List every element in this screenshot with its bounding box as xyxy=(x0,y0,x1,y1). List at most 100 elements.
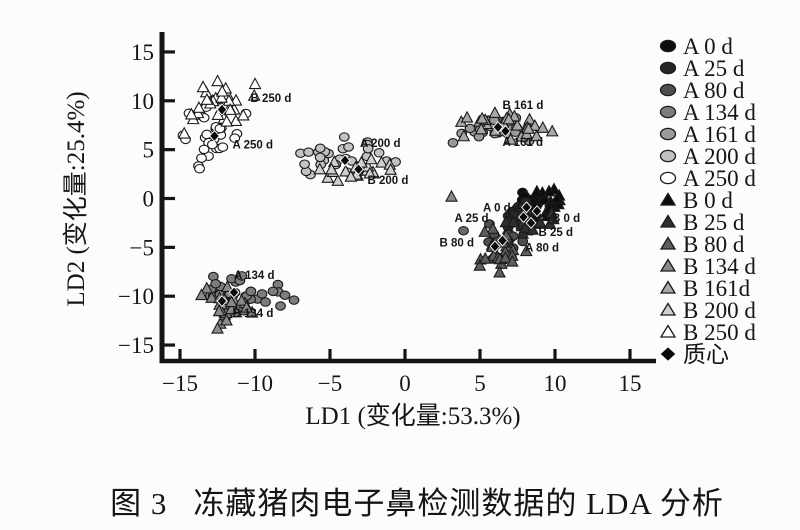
legend-marker-circle xyxy=(659,149,677,163)
scatter-point-circle xyxy=(314,143,326,154)
centroid-diamond xyxy=(209,129,220,143)
scatter-point-circle xyxy=(343,142,354,152)
legend-label: B 134 d xyxy=(683,254,756,279)
scatter-point-triangle xyxy=(248,77,262,90)
scatter-point-circle xyxy=(201,129,213,140)
scatter-point-triangle xyxy=(475,111,489,124)
centroid-diamond xyxy=(353,163,364,176)
scatter-point-triangle xyxy=(225,295,238,308)
legend-label: B 0 d xyxy=(683,188,733,213)
scatter-point-triangle xyxy=(384,162,398,175)
y-tick-label: −10 xyxy=(118,284,154,309)
centroid-diamond xyxy=(521,201,532,214)
scatter-point-triangle xyxy=(505,254,519,267)
scatter-point-triangle xyxy=(211,321,224,334)
scatter-point-triangle xyxy=(235,293,248,306)
legend-marker-diamond xyxy=(660,347,676,361)
legend-marker-triangle xyxy=(659,214,677,228)
cluster-label: A 25 d xyxy=(455,213,489,225)
scatter-point-triangle xyxy=(177,126,191,139)
scatter-point-triangle xyxy=(478,224,492,237)
centroid-diamond xyxy=(497,234,508,247)
scatter-point-circle xyxy=(338,132,350,142)
scatter-point-triangle xyxy=(460,110,474,123)
scatter-point-triangle xyxy=(195,288,208,301)
scatter-point-triangle xyxy=(205,290,218,303)
cluster-label: A 134 d xyxy=(234,270,274,282)
scatter-point-triangle xyxy=(474,122,488,135)
scatter-point-triangle xyxy=(507,215,520,228)
legend-label: A 0 d xyxy=(683,34,733,59)
scatter-point-triangle xyxy=(375,155,388,168)
legend-item: B 134 d xyxy=(659,254,756,279)
x-tick-label: 10 xyxy=(544,371,567,396)
scatter-point-triangle xyxy=(192,100,206,113)
scatter-point-triangle xyxy=(526,222,540,235)
legend-item: A 25 d xyxy=(659,56,745,81)
scatter-point-triangle xyxy=(473,258,487,271)
lda-scatter-chart: −15 −10 −5 0 5 10 15 −15 −10 −5 0 5 10 15 LD1 (变化量:53.… xyxy=(62,32,756,430)
scatter-point-circle xyxy=(210,279,221,289)
scatter-point-triangle xyxy=(499,251,512,263)
legend-label: A 134 d xyxy=(683,100,756,125)
scatter-point-circle xyxy=(196,153,207,163)
legend-item: A 80 d xyxy=(659,78,745,103)
scatter-point-circle xyxy=(256,289,268,299)
scatter-point-triangle xyxy=(184,107,198,120)
legend-label: A 200 d xyxy=(683,144,756,169)
scatter-point-circle xyxy=(194,163,205,174)
legend-marker-circle xyxy=(659,83,677,97)
legend-item: A 134 d xyxy=(659,100,756,125)
cluster-annotations: B 250 d A 250 d A 200 d B 200 d B 161 d A 161… xyxy=(233,93,581,320)
scatter-point-triangle xyxy=(516,226,530,239)
cluster-label: A 250 d xyxy=(233,139,273,151)
centroid-diamond xyxy=(518,210,529,224)
figure-caption-text: 冻藏猪肉电子鼻检测数据的 LDA 分析 xyxy=(193,486,724,521)
x-tick-label: 5 xyxy=(474,371,486,396)
centroid-diamond xyxy=(216,295,228,308)
legend-label: A 80 d xyxy=(683,78,745,103)
legend-label: A 161 d xyxy=(683,122,756,147)
scatter-point-triangle xyxy=(223,103,237,115)
scatter-point-triangle xyxy=(215,90,228,103)
scatter-point-triangle xyxy=(364,152,378,165)
centroid-diamond xyxy=(339,154,351,167)
scatter-point-circle xyxy=(217,142,229,152)
legend-item: B 25 d xyxy=(659,210,745,235)
scatter-point-circle xyxy=(314,152,326,163)
centroid-diamond xyxy=(500,125,511,138)
legend-item: A 0 d xyxy=(659,34,733,59)
x-tick-label: 15 xyxy=(619,371,642,396)
legend-marker-triangle xyxy=(659,192,677,206)
legend-marker-circle xyxy=(659,61,677,75)
centroid-diamond xyxy=(492,121,504,134)
legend-item: A 250 d xyxy=(659,166,756,191)
centroid-diamond xyxy=(489,240,501,253)
legend-item: 质心 xyxy=(660,342,729,367)
scatter-point-triangle xyxy=(499,215,513,228)
scatter-point-triangle xyxy=(331,173,345,186)
x-axis-title: LD1 (变化量:53.3%) xyxy=(305,402,520,430)
scatter-point-circle xyxy=(207,139,218,150)
legend-marker-circle xyxy=(659,127,677,141)
scatter-point-triangle xyxy=(533,215,547,228)
cluster-label: B 200 d xyxy=(368,175,409,187)
scatter-point-circle xyxy=(299,159,310,169)
legend-marker-circle xyxy=(659,39,677,53)
scatter-point-triangle xyxy=(325,162,338,175)
x-tick-label: −5 xyxy=(318,371,342,396)
scatter-point-triangle xyxy=(247,88,261,101)
scatter-point-triangle xyxy=(545,124,559,137)
x-tick-label: −10 xyxy=(237,371,273,396)
scatter-point-triangle xyxy=(550,191,564,204)
scatter-point-triangle xyxy=(445,189,458,202)
scatter-point-triangle xyxy=(224,302,238,315)
legend-item: B 200 d xyxy=(659,298,756,323)
scatter-point-circle xyxy=(288,295,300,305)
scatter-point-circle xyxy=(373,148,385,158)
cluster-label: A 200 d xyxy=(360,138,400,150)
scatter-point-triangle xyxy=(313,162,327,175)
scatter-point-triangle xyxy=(546,212,560,225)
scatter-point-triangle xyxy=(220,313,233,326)
